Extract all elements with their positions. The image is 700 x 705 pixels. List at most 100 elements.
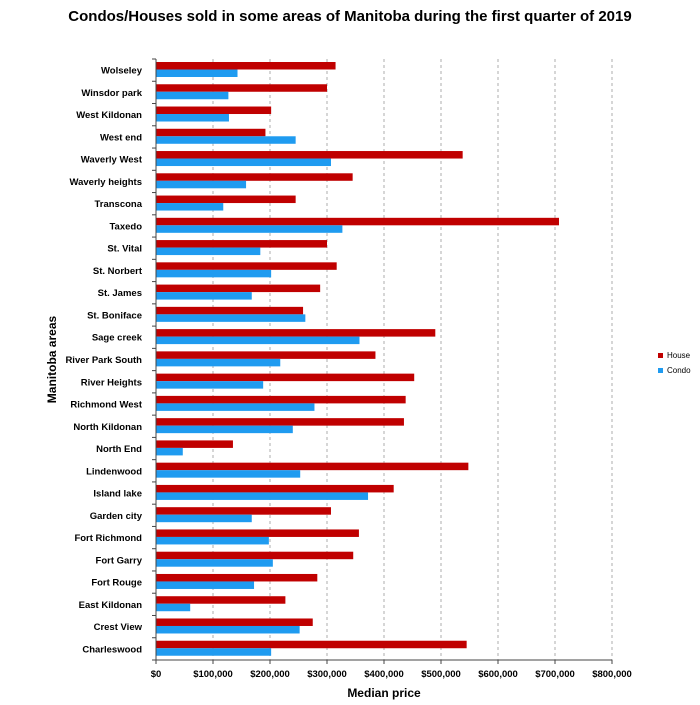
x-axis-title: Median price [347,686,421,700]
bar-condo [156,514,252,523]
bar-condo [156,114,229,122]
bar-condo [156,625,300,634]
category-label: St. Vital [107,244,142,255]
bar-house [156,262,337,270]
x-tick-label: $100,000 [193,669,233,680]
bar-condo [156,292,252,300]
category-label: St. Norbert [93,266,143,277]
bar-house [156,173,353,181]
x-tick-label: $700,000 [535,669,575,680]
bar-house [156,395,406,404]
category-labels: Wolseley Winsdor park West Kildonan West en… [65,66,142,656]
category-label: Taxedo [109,221,142,232]
category-label: Waverly heights [69,177,142,188]
bar-condo [156,136,296,144]
chart-title: Condos/Houses sold in some areas of Mani… [68,8,632,25]
bar-condo [156,536,269,545]
bar-house [156,551,354,560]
x-tick-label: $200,000 [250,669,290,680]
bar-condo [156,581,255,589]
bar-house [156,329,436,337]
bar-condo [156,470,301,478]
bar-house [156,195,296,204]
category-label: Waverly West [81,155,143,166]
category-label: Island lake [93,489,142,500]
bars [156,62,559,656]
bar-house [156,306,304,315]
bar-house [156,106,272,115]
bar-house [156,84,327,92]
legend: House Condo [658,351,691,375]
bar-house [156,284,321,293]
category-label: East Kildonan [79,600,143,611]
category-label: River Park South [65,355,142,366]
category-label: Winsdor park [81,88,142,99]
category-label: Fort Richmond [74,533,142,544]
category-label: St. James [98,288,142,299]
bar-house [156,573,318,582]
bar-condo [156,91,229,100]
bar-condo [156,603,191,612]
category-label: Fort Rouge [91,578,142,589]
category-label: Lindenwood [86,466,142,477]
bar-condo [156,425,293,434]
bar-condo [156,69,238,77]
category-label: Richmond West [70,400,142,411]
bar-condo [156,269,272,278]
bar-house [156,640,467,649]
bar-condo [156,381,264,389]
bar-condo [156,403,315,411]
bar-house [156,462,469,471]
legend-swatch-condo [658,368,663,373]
bar-house [156,217,559,226]
category-label: St. Boniface [87,310,142,321]
bar-house [156,62,336,70]
x-tick-label: $0 [151,669,162,680]
bar-house [156,440,233,448]
bar-condo [156,648,272,656]
legend-swatch-house [658,353,663,358]
category-label: Sage creek [92,333,143,344]
bar-house [156,240,327,248]
bar-condo [156,358,281,367]
category-label: River Heights [81,377,142,388]
bar-house [156,351,376,359]
bar-house [156,507,331,515]
x-tick-label: $500,000 [421,669,461,680]
category-label: Wolseley [101,66,143,77]
x-tick-label: $600,000 [478,669,518,680]
category-label: West Kildonan [76,110,142,121]
bar-house [156,529,359,537]
y-axis-title: Manitoba areas [45,315,59,403]
bar-condo [156,158,331,167]
x-tick-labels: $0 $100,000 $200,000 $300,000 $400,000 $500,0… [151,660,632,680]
category-label: West end [100,132,142,143]
bar-condo [156,336,360,345]
bar-condo [156,225,343,233]
bar-house [156,596,286,604]
category-label: Garden city [90,511,143,522]
bar-house [156,618,313,626]
bar-house [156,373,415,382]
x-tick-label: $300,000 [307,669,347,680]
bar-house [156,418,404,426]
x-tick-label: $800,000 [592,669,632,680]
category-label: North Kildonan [73,422,142,433]
bar-condo [156,492,369,500]
category-label: Crest View [94,622,143,633]
bar-condo [156,247,261,256]
bar-house [156,151,463,159]
category-label: Charleswood [82,644,142,655]
legend-label-house: House [667,351,691,360]
category-label: North End [96,444,142,455]
category-label: Transcona [94,199,142,210]
bar-condo [156,180,247,189]
bar-condo [156,203,224,211]
category-label: Fort Garry [96,555,143,566]
legend-label-condo: Condo [667,366,691,375]
bar-condo [156,314,306,322]
bar-condo [156,447,183,456]
bar-condo [156,559,273,567]
x-tick-label: $400,000 [364,669,404,680]
